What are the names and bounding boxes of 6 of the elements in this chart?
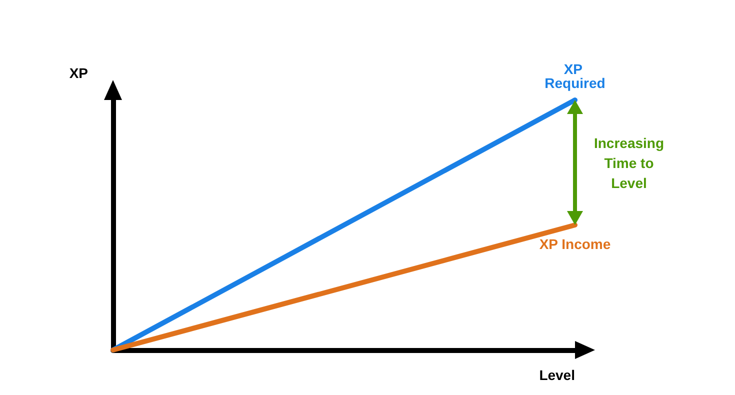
text: Level	[539, 367, 575, 383]
series-label: XP Income	[539, 236, 611, 252]
x-axis-title: Level	[611, 174, 647, 190]
y-axis-title: XP	[69, 65, 88, 81]
text: Increasing Time to	[594, 134, 664, 170]
series-label: XP Required	[544, 61, 606, 91]
